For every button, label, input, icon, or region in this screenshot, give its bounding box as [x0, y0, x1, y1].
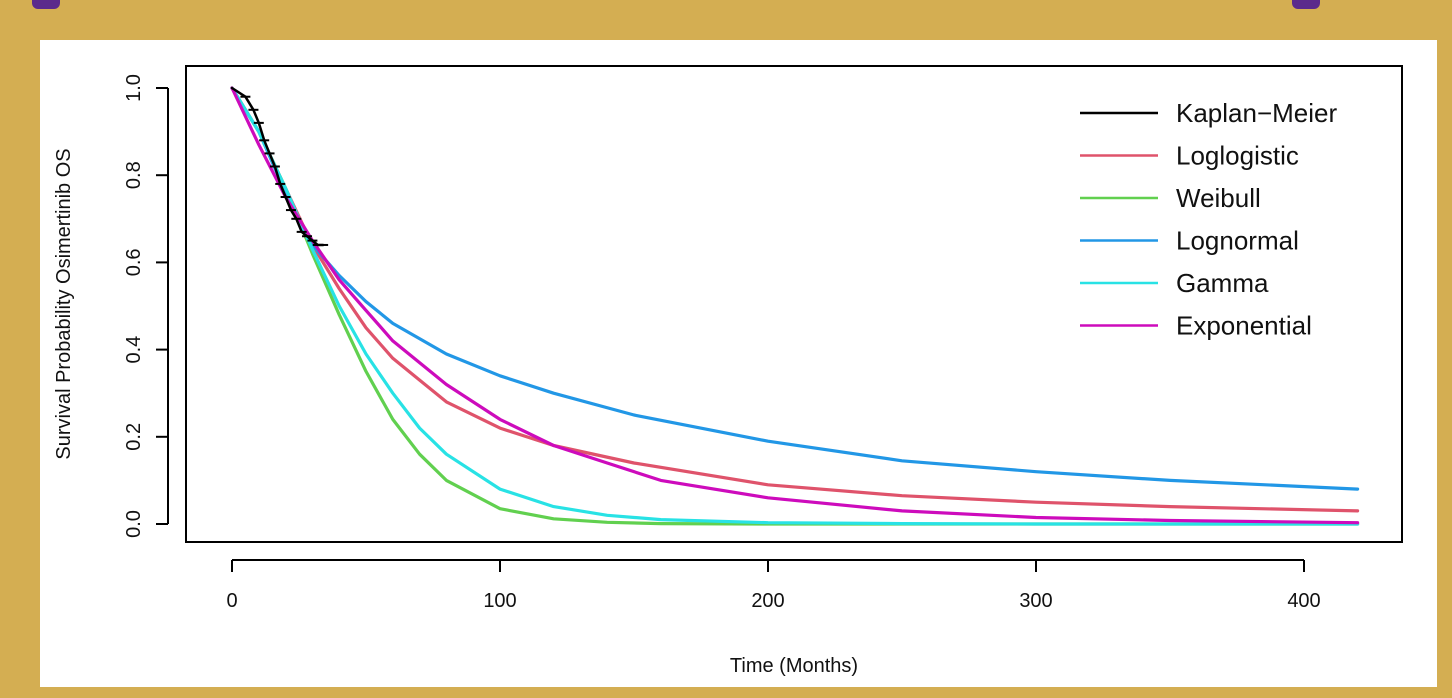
y-axis: 0.0 0.2 0.4 0.6 0.8 1.0	[123, 74, 169, 538]
y-tick-label: 0.2	[123, 423, 145, 451]
legend-label-lognormal: Lognormal	[1176, 226, 1299, 256]
plot-frame	[185, 65, 1403, 543]
legend-label-exponential: Exponential	[1176, 311, 1312, 341]
cropped-heading-fragment-left	[32, 0, 60, 9]
y-tick-label: 0.4	[123, 336, 145, 364]
y-tick-label: 0.8	[123, 161, 145, 189]
legend-label-loglogistic: Loglogistic	[1176, 141, 1299, 171]
frame-border-left	[0, 0, 40, 698]
legend-label-weibull: Weibull	[1176, 183, 1261, 213]
y-tick-label: 1.0	[123, 74, 145, 102]
series-line-gamma	[230, 86, 1360, 526]
frame-border-top	[0, 0, 1452, 40]
plot-background	[40, 40, 1437, 687]
y-axis-title: Survival Probability Osimertinib OS	[53, 148, 75, 459]
x-axis-title: Time (Months)	[730, 655, 858, 677]
x-tick-label: 400	[1287, 590, 1320, 612]
legend-label-kaplan-meier: Kaplan−Meier	[1176, 98, 1337, 128]
frame-border-bottom	[0, 687, 1452, 698]
series-line-exponential	[230, 86, 1360, 525]
cropped-heading-fragment-right	[1292, 0, 1320, 9]
frame-border-right	[1437, 0, 1452, 698]
x-tick-label: 300	[1019, 590, 1052, 612]
series-line-kaplan-meier	[230, 86, 325, 247]
x-tick-label: 100	[483, 590, 516, 612]
y-tick-label: 0.0	[123, 510, 145, 538]
x-tick-label: 200	[751, 590, 784, 612]
x-axis: 0 100 200 300 400	[226, 559, 1321, 612]
y-tick-label: 0.6	[123, 248, 145, 276]
legend: Kaplan−Meier Loglogistic Weibull Lognormal G…	[1080, 98, 1337, 341]
x-tick-label: 0	[226, 590, 237, 612]
legend-label-gamma: Gamma	[1176, 268, 1269, 298]
series-lines	[230, 86, 1360, 526]
